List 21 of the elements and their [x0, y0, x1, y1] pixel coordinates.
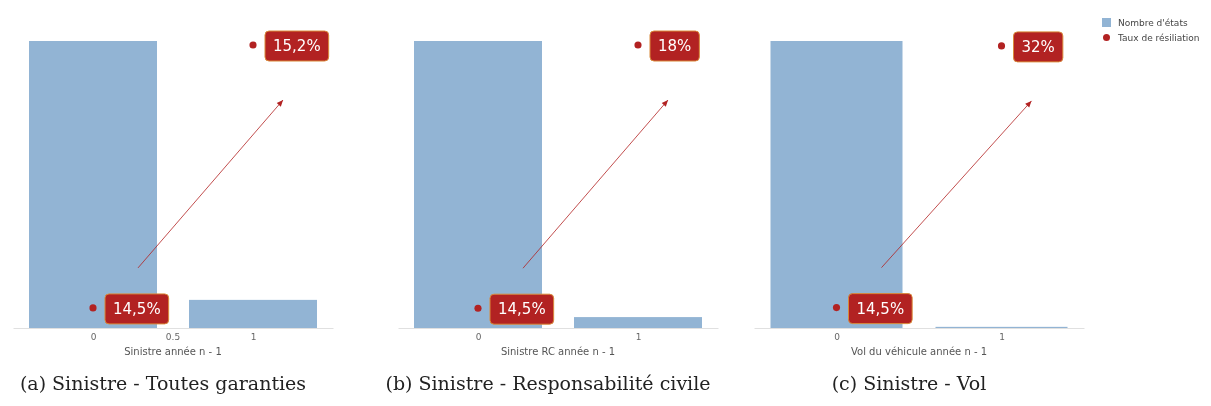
annotation: 32%: [1021, 37, 1055, 56]
legend-label: Taux de résiliation: [1117, 33, 1200, 43]
x-tick-label: 1: [999, 332, 1005, 343]
x-tick-label: 0: [834, 332, 841, 343]
text: (b) Sinistre - Responsabilité civile: [385, 372, 711, 394]
x-axis-title: Sinistre année n - 1: [124, 346, 222, 357]
legend-label: Nombre d'états: [1118, 18, 1188, 28]
annotation: 14,5%: [498, 300, 546, 319]
text: (c) Sinistre - Vol: [831, 372, 987, 394]
annotation: 14,5%: [856, 299, 905, 318]
x-tick-label: 1: [635, 332, 642, 343]
annotation: 15,2%: [273, 37, 321, 56]
annotation: 18%: [658, 37, 692, 56]
text: (a) Sinistre - Toutes garanties: [19, 372, 307, 394]
x-axis-title: Vol du véhicule année n - 1: [850, 346, 988, 357]
x-tick-label: 1: [250, 332, 257, 343]
x-tick-label: 0: [90, 332, 97, 343]
text: 0.5: [165, 332, 181, 342]
x-axis-title: Sinistre RC année n - 1: [500, 346, 616, 357]
x-tick-label: 0: [475, 332, 482, 343]
annotation: 14,5%: [113, 299, 161, 318]
